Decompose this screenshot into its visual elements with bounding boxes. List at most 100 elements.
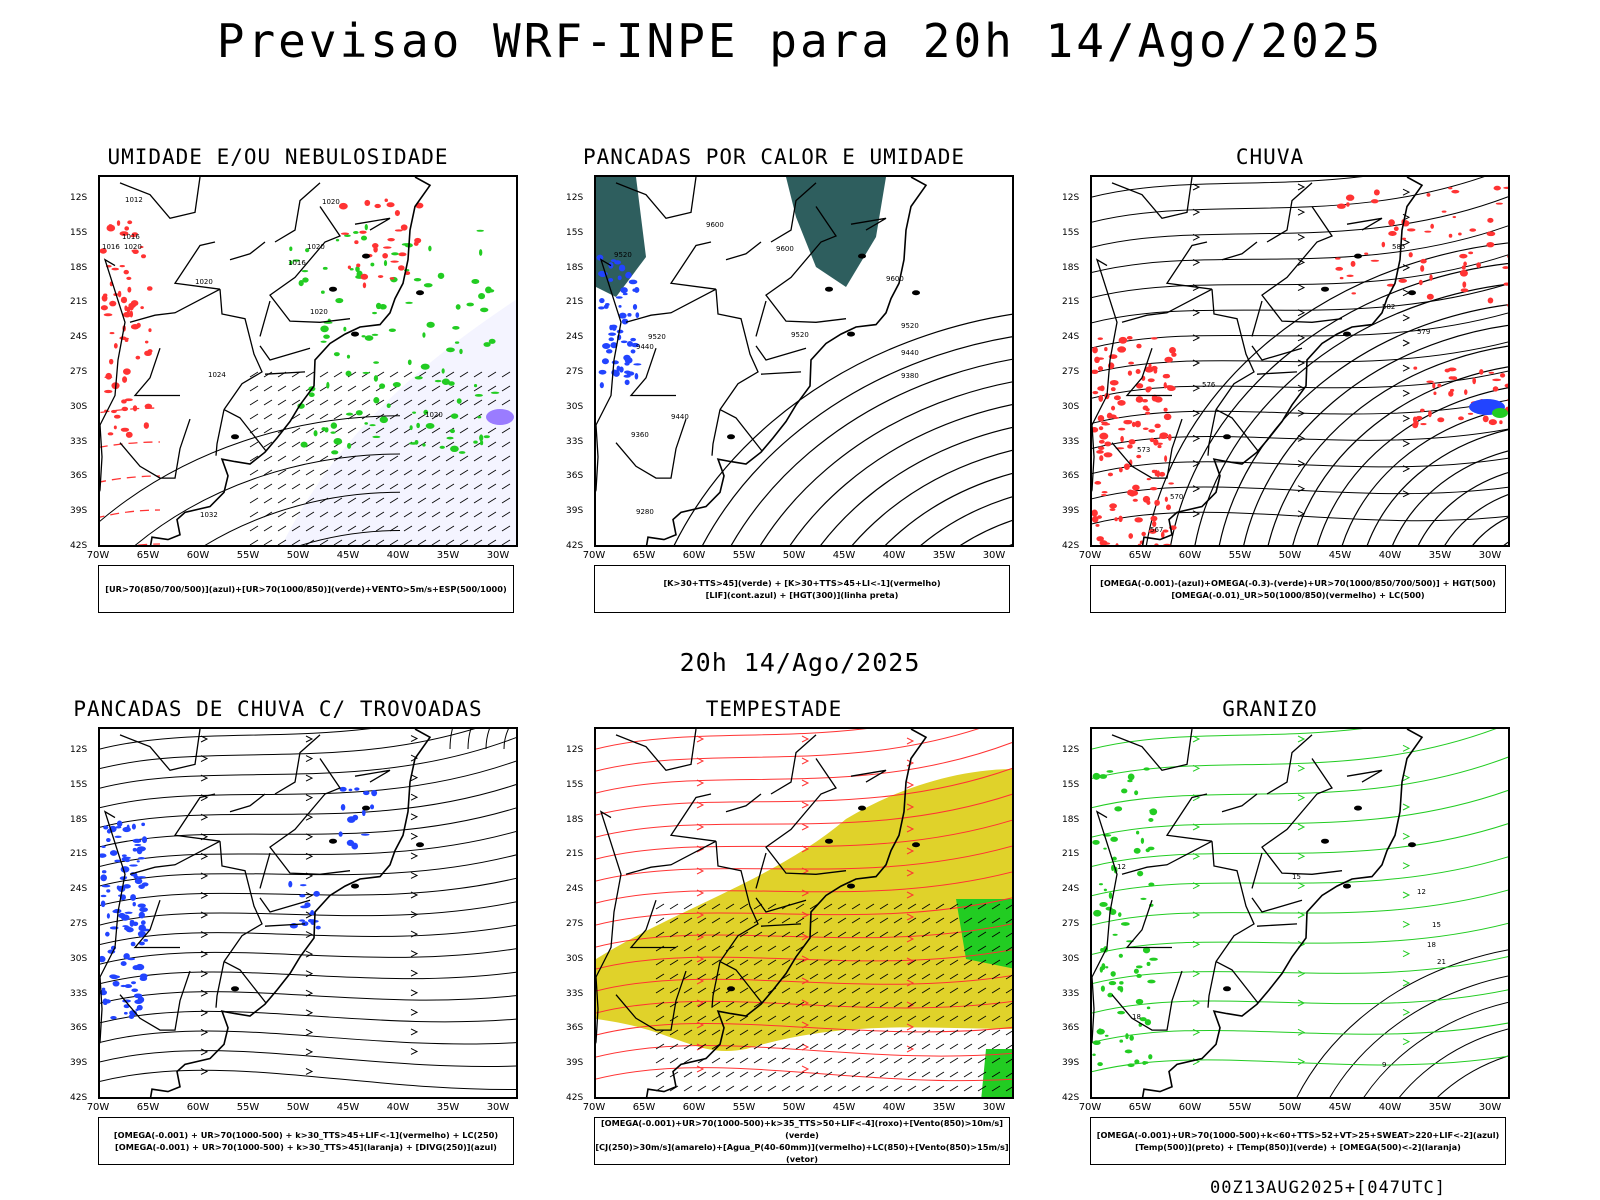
flow-arrow xyxy=(906,1023,915,1031)
field-patch xyxy=(1108,980,1117,986)
contour-line xyxy=(1009,544,1012,545)
wind-vector xyxy=(711,903,721,910)
field-patch xyxy=(1507,255,1508,258)
wind-vector xyxy=(459,511,469,518)
field-patch xyxy=(1098,439,1105,444)
wind-vector xyxy=(893,1085,903,1092)
field-patch xyxy=(371,789,378,797)
field-patch xyxy=(100,989,108,996)
flow-arrow xyxy=(200,852,209,860)
wind-vector xyxy=(459,525,469,532)
field-patch xyxy=(1154,543,1159,545)
streamline xyxy=(100,924,516,946)
field-patch xyxy=(441,378,450,385)
field-patch xyxy=(360,273,369,280)
y-tick-label: 27S xyxy=(566,367,584,377)
wind-vector xyxy=(1005,974,1012,980)
flow-arrow xyxy=(305,755,314,763)
field-patch xyxy=(346,354,351,359)
wind-vector xyxy=(291,469,301,476)
contour-line xyxy=(702,336,1012,545)
flow-arrow xyxy=(305,774,314,782)
contour-line xyxy=(1392,450,1508,545)
flow-arrow xyxy=(696,911,705,919)
field-patch xyxy=(1452,215,1457,219)
flow-arrow xyxy=(1192,409,1201,417)
contour-line xyxy=(100,509,161,518)
wind-vector xyxy=(711,1015,721,1022)
wind-vector xyxy=(487,469,497,476)
y-tick-label: 39S xyxy=(70,506,88,517)
field-patch xyxy=(121,406,129,412)
panel-chuva: CHUVA 585 582 579 576 573 570 567 [OMEGA(-0.00… xyxy=(1050,145,1510,625)
contour-line xyxy=(100,441,161,448)
wind-vector xyxy=(389,511,399,518)
wind-vector xyxy=(963,1043,973,1050)
wind-vector xyxy=(501,525,511,532)
field-patch xyxy=(622,292,628,296)
field-patch xyxy=(1444,368,1451,373)
border-line xyxy=(1111,177,1193,220)
field-patch xyxy=(1406,228,1416,232)
wind-vector xyxy=(879,1029,889,1036)
y-tick-label: 12S xyxy=(70,745,88,755)
wind-vector xyxy=(865,945,875,952)
border-line xyxy=(625,840,717,875)
wind-vector xyxy=(263,511,273,518)
legend-line: [OMEGA(-0.01)_UR>50(1000/850)(vermelho) … xyxy=(1171,590,1425,600)
wind-vector xyxy=(263,469,273,476)
wind-vector xyxy=(963,917,973,924)
teal-region xyxy=(786,177,886,287)
field-patch xyxy=(1099,455,1104,462)
wind-vector xyxy=(403,371,413,378)
y-tick-label: 21S xyxy=(1062,849,1080,860)
wind-vector xyxy=(277,455,287,462)
flow-arrow xyxy=(1297,970,1306,978)
wind-vector xyxy=(739,1029,749,1036)
contour-line xyxy=(100,475,161,483)
field-patch xyxy=(1139,1017,1147,1022)
field-patch xyxy=(124,398,133,402)
flow-arrow xyxy=(410,774,419,782)
wind-vector xyxy=(473,497,483,504)
field-patch xyxy=(352,231,359,234)
wind-vector xyxy=(949,945,959,952)
streamline xyxy=(1092,511,1508,525)
y-tick-label: 15S xyxy=(70,227,88,238)
contour-label: 1020 xyxy=(124,243,142,251)
wind-vector xyxy=(977,917,987,924)
flow-arrow xyxy=(1192,384,1201,392)
field-patch xyxy=(616,367,620,371)
streamline xyxy=(1092,989,1508,1014)
border-line xyxy=(259,300,271,337)
field-patch xyxy=(364,199,371,207)
wind-vector xyxy=(809,959,819,966)
wind-vector xyxy=(753,1071,763,1078)
wind-vector xyxy=(739,931,749,938)
field-patch xyxy=(100,248,107,254)
contour-line xyxy=(134,453,401,545)
field-patch xyxy=(602,343,611,350)
y-tick-label: 24S xyxy=(1062,332,1080,343)
border-line xyxy=(119,970,191,1031)
panel-umidade: UMIDADE E/OU NEBULOSIDADE 1012 1016 1016 10… xyxy=(58,145,518,625)
wind-vector xyxy=(767,931,777,938)
field-patch xyxy=(1127,1063,1135,1068)
wind-vector xyxy=(683,1029,693,1036)
flow-arrow xyxy=(410,891,419,899)
field-patch xyxy=(1127,370,1133,376)
wind-vector xyxy=(907,987,917,994)
flow-arrow xyxy=(1297,284,1306,292)
y-tick-label: 30S xyxy=(566,401,584,412)
field-patch xyxy=(1131,421,1136,428)
field-patch xyxy=(1467,412,1474,415)
field-patch xyxy=(137,876,146,879)
wind-vector xyxy=(431,511,441,518)
y-tick-label: 33S xyxy=(1062,988,1080,999)
field-patch xyxy=(345,412,354,416)
y-tick-label: 39S xyxy=(566,506,584,517)
wind-vector xyxy=(459,455,469,462)
y-tick-label: 21S xyxy=(566,297,584,308)
flow-arrow xyxy=(410,793,419,801)
field-patch xyxy=(455,304,461,310)
